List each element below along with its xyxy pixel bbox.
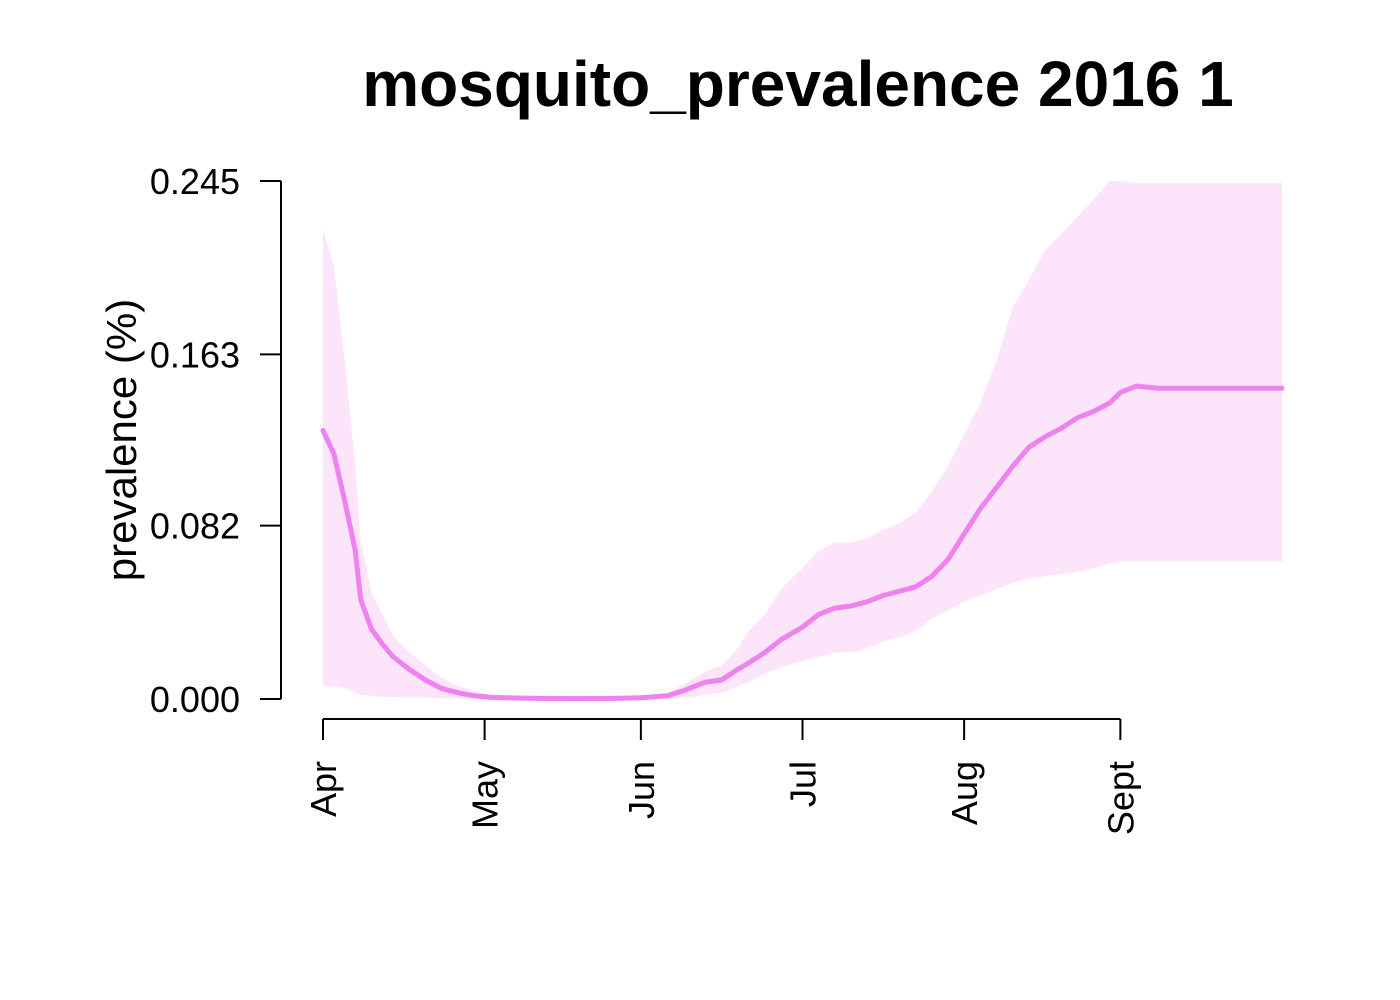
confidence-band-layer xyxy=(323,181,1282,699)
y-tick-label: 0.082 xyxy=(150,506,240,547)
x-tick-label: Apr xyxy=(303,761,344,817)
x-tick-label: Jun xyxy=(621,761,662,819)
series-line xyxy=(320,383,1285,702)
x-tick-label: Aug xyxy=(944,761,985,825)
y-tick-label: 0.000 xyxy=(150,679,240,720)
plot-area xyxy=(320,181,1285,702)
chart-title: mosquito_prevalence 2016 1 xyxy=(362,48,1234,120)
confidence-band xyxy=(323,181,1282,699)
x-tick-label: Jul xyxy=(783,761,824,807)
x-axis: Apr May Jun Jul Aug Sept xyxy=(303,718,1141,835)
y-tick-label: 0.245 xyxy=(150,161,240,202)
x-tick-label: Sept xyxy=(1100,761,1141,835)
series-line-layer xyxy=(320,383,1285,702)
y-tick-label: 0.163 xyxy=(150,334,240,375)
y-axis: 0.000 0.082 0.163 0.245 xyxy=(150,161,282,720)
y-axis-label: prevalence (%) xyxy=(98,299,145,581)
x-tick-label: May xyxy=(465,761,506,829)
